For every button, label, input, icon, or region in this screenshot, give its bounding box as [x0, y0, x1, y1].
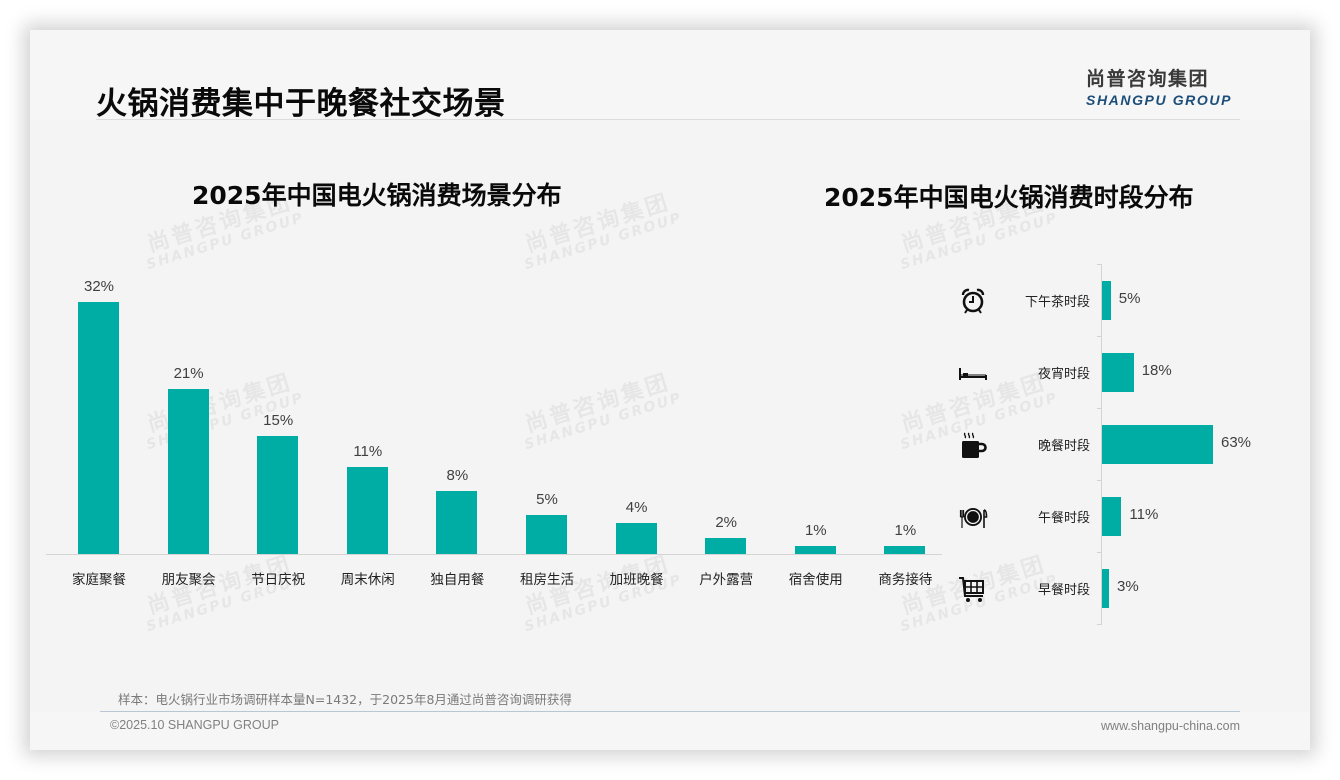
bar: [884, 546, 926, 554]
bar: [1102, 569, 1109, 608]
bar-value-label: 3%: [1117, 578, 1139, 595]
bar-value-label: 2%: [715, 514, 738, 532]
copyright-text: ©2025.10 SHANGPU GROUP: [110, 718, 279, 732]
bar-column: 8% 独自用餐: [412, 270, 502, 595]
timeslot-label: 晚餐时段: [1037, 439, 1090, 454]
y-axis-line: [1101, 264, 1102, 624]
bar-column: 4% 加班晚餐: [592, 270, 682, 595]
axis-tick: [1097, 480, 1102, 481]
category-label: 宿舍使用: [788, 572, 843, 588]
axis-tick: [1097, 264, 1102, 265]
alarm-clock-icon: [958, 287, 988, 315]
category-label: 加班晚餐: [609, 572, 664, 588]
title-divider: [96, 119, 1240, 120]
page-title: 火锅消费集中于晚餐社交场景: [96, 86, 506, 122]
timeslot-label: 午餐时段: [1037, 511, 1090, 526]
category-label: 户外露营: [699, 572, 754, 588]
bar: [1102, 281, 1111, 320]
timeslot-bar-chart: 下午茶时段 5% 夜宵时段 18% 晚餐时段 63% 午餐时段 11% 早餐时段 3%: [950, 262, 1290, 627]
slide: 尚普咨询集团 SHANGPU GROUP 尚普咨询集团 SHANGPU GROUP …: [30, 30, 1310, 750]
bar-value-label: 18%: [1141, 362, 1172, 379]
bar-value-label: 5%: [1118, 290, 1141, 307]
footer-band: [30, 712, 1310, 750]
header-band: [30, 30, 1310, 120]
footer-divider: [100, 711, 1240, 712]
bar-value-label: 1%: [894, 522, 917, 540]
scenario-bar-chart: 32% 家庭聚餐 21% 朋友聚会 15% 节日庆祝 11% 周末休闲 8% 独自用餐 5% 租房生活…: [46, 270, 942, 595]
bar-column: 11% 周末休闲: [323, 270, 413, 595]
bar-column: 21% 朋友聚会: [144, 270, 234, 595]
bar: [526, 514, 567, 554]
bar-value-label: 1%: [804, 522, 827, 540]
category-label: 节日庆祝: [251, 572, 306, 588]
bar-column: 1% 商务接待: [860, 270, 950, 595]
timeslot-label: 夜宵时段: [1037, 367, 1090, 382]
bed-icon: [958, 359, 988, 387]
timeslot-row: 夜宵时段 18%: [950, 337, 1290, 409]
timeslot-row: 午餐时段 11%: [950, 481, 1290, 553]
axis-tick: [1097, 336, 1102, 337]
bar-value-label: 11%: [1129, 506, 1159, 523]
scenario-chart-title: 2025年中国电火锅消费场景分布: [192, 181, 562, 210]
company-logo: 尚普咨询集团 SHANGPU GROUP: [1086, 64, 1246, 108]
timeslot-chart-title: 2025年中国电火锅消费时段分布: [824, 183, 1194, 212]
bar-column: 1% 宿舍使用: [771, 270, 861, 595]
bar: [78, 302, 119, 554]
bar-column: 15% 节日庆祝: [233, 270, 323, 595]
category-label: 商务接待: [878, 572, 933, 588]
shopping-cart-icon: [958, 575, 988, 603]
category-label: 独自用餐: [430, 572, 485, 588]
sample-note: 样本：电火锅行业市场调研样本量N=1432，于2025年8月通过尚普咨询调研获得: [118, 692, 572, 707]
plate-cutlery-icon: [958, 503, 988, 531]
bar-value-label: 32%: [83, 278, 115, 295]
bar: [1102, 353, 1134, 392]
website-link[interactable]: www.shangpu-china.com: [1101, 719, 1240, 733]
category-label: 朋友聚会: [161, 572, 216, 588]
timeslot-row: 晚餐时段 63%: [950, 409, 1290, 481]
timeslot-label: 下午茶时段: [1024, 295, 1090, 310]
hot-cup-icon: [958, 431, 988, 459]
bar: [615, 522, 657, 554]
bar: [705, 538, 747, 554]
bar: [1102, 425, 1213, 464]
bar-value-label: 11%: [353, 443, 383, 461]
timeslot-row: 下午茶时段 5%: [950, 265, 1290, 337]
axis-tick: [1097, 552, 1102, 553]
logo-english-text: SHANGPU GROUP: [1086, 92, 1233, 108]
axis-tick: [1097, 408, 1102, 409]
category-label: 周末休闲: [340, 572, 395, 588]
axis-tick: [1097, 624, 1102, 625]
logo-chinese-text: 尚普咨询集团: [1086, 68, 1210, 90]
bar-column: 2% 户外露营: [681, 270, 771, 595]
bar-value-label: 21%: [173, 364, 204, 382]
bar: [794, 546, 836, 554]
bar-value-label: 5%: [536, 490, 558, 508]
bar: [257, 435, 299, 554]
bar: [346, 467, 388, 554]
bar: [167, 388, 209, 554]
bar-value-label: 15%: [263, 411, 294, 429]
bar: [1102, 497, 1122, 536]
category-label: 租房生活: [520, 572, 574, 588]
bar-column: 32% 家庭聚餐: [54, 270, 144, 595]
timeslot-row: 早餐时段 3%: [950, 553, 1290, 625]
bar: [436, 491, 478, 554]
bar-value-label: 63%: [1221, 434, 1252, 451]
timeslot-label: 早餐时段: [1037, 583, 1090, 598]
bar-value-label: 4%: [625, 498, 648, 516]
bar-column: 5% 租房生活: [502, 270, 592, 595]
category-label: 家庭聚餐: [72, 572, 126, 588]
x-axis-baseline: [46, 554, 942, 555]
bar-value-label: 8%: [446, 467, 469, 484]
